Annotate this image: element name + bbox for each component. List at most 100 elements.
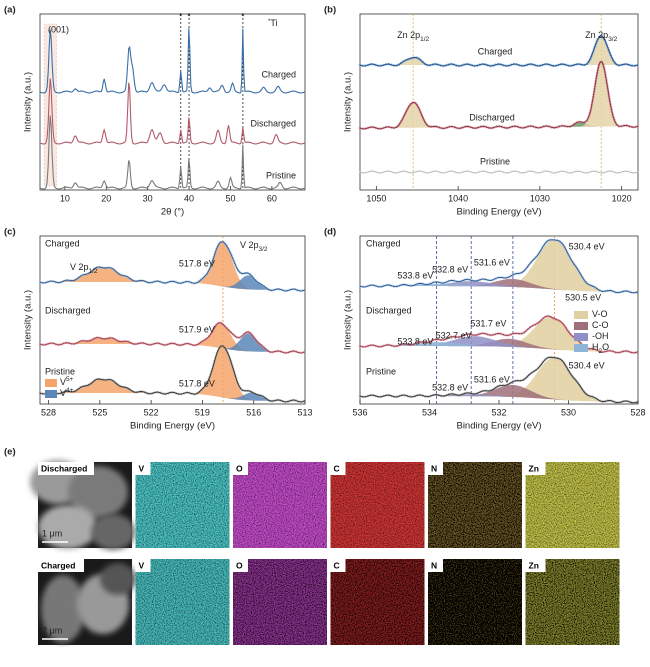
element-map	[135, 559, 230, 645]
peak-label: Zn 2p3/2	[585, 30, 617, 43]
x-axis-label: Binding Energy (eV)	[130, 421, 215, 432]
text-sub: 3/2	[259, 246, 268, 253]
fit-line	[39, 322, 306, 354]
energy-label: 531.6 eV	[474, 374, 510, 384]
legend-label: -OH	[592, 331, 609, 341]
fit-component	[360, 101, 638, 128]
tile-label-box	[38, 559, 84, 572]
x-tick-label: 20	[101, 193, 111, 203]
legend-label: V4+	[60, 387, 74, 398]
energy-label: 517.8 eV	[179, 258, 215, 268]
text-main: V 2p	[240, 240, 259, 250]
fit-component	[40, 275, 305, 290]
tile-label-box	[525, 462, 546, 475]
sem-particle	[38, 505, 98, 549]
trace-label: Pristine	[266, 170, 296, 180]
tile-label: O	[236, 463, 243, 473]
text-main: V-O	[592, 309, 608, 319]
y-axis-label: Intensity (a.u.)	[343, 72, 354, 132]
tile-label-box	[428, 559, 443, 572]
fit-line	[359, 315, 639, 354]
text-rest: O	[602, 342, 609, 352]
spectrum-points	[39, 115, 306, 190]
x-axis-label: 2θ (°)	[161, 207, 184, 218]
text-main: V	[60, 388, 66, 398]
text-sup: 5+	[66, 376, 74, 383]
x-tick-label: 30	[143, 193, 153, 203]
x-axis-label: Binding Energy (eV)	[456, 421, 541, 432]
tile-label: C	[334, 560, 340, 570]
legend-label: V5+	[60, 376, 74, 387]
text-sub: 3/2	[608, 36, 617, 43]
tile-label-box	[330, 559, 346, 572]
x-tick-label: 536	[352, 407, 367, 417]
panel-label: (a)	[4, 5, 16, 16]
text-main: C-O	[592, 320, 609, 330]
ti-mark: *	[241, 11, 245, 21]
energy-label: 517.8 eV	[179, 378, 215, 388]
energy-label: 533.8 eV	[397, 336, 433, 346]
ti-mark: *	[268, 19, 271, 25]
text-sub: 1/2	[89, 268, 98, 275]
fit-line	[39, 241, 306, 292]
tile-label-box	[233, 462, 248, 475]
fit-component	[40, 241, 305, 290]
x-tick-label: 534	[422, 407, 437, 417]
legend-swatch	[574, 344, 588, 352]
x-axis-label: Binding Energy (eV)	[456, 207, 541, 218]
tile-label: V	[139, 463, 145, 473]
element-map	[525, 462, 620, 548]
peak-label: V 2p3/2	[240, 240, 268, 253]
fit-component	[40, 379, 305, 401]
tile-label: Zn	[529, 560, 539, 570]
legend-swatch	[574, 322, 588, 330]
fit-component	[40, 323, 305, 352]
tile-label: O	[236, 560, 243, 570]
x-tick-label: 519	[195, 407, 210, 417]
x-tick-label: 1050	[366, 193, 386, 203]
energy-label: 532.8 eV	[432, 264, 468, 274]
scale-label: 2 μm	[42, 625, 62, 635]
element-map	[428, 462, 522, 548]
x-tick-label: 528	[630, 407, 645, 417]
trace-label: Pristine	[366, 366, 396, 376]
energy-label: 530.4 eV	[569, 241, 605, 251]
trace-label: Discharged	[366, 305, 412, 315]
fit-component	[360, 336, 638, 352]
energy-label: 533.8 eV	[397, 270, 433, 280]
fit-component	[360, 384, 638, 402]
fit-line	[359, 356, 639, 404]
element-map	[233, 462, 327, 548]
text-main: Zn 2p	[397, 30, 420, 40]
plot-frame	[39, 13, 306, 191]
legend-swatch	[574, 333, 588, 341]
tile-label-box	[428, 462, 443, 475]
text-main: H	[592, 342, 599, 352]
tile-label-box	[135, 462, 151, 475]
fit-line	[359, 35, 639, 67]
text-sub: 1/2	[420, 36, 429, 43]
x-tick-label: 522	[144, 407, 159, 417]
highlight-band	[43, 23, 57, 187]
trace-label: Charged	[261, 69, 296, 79]
tile-label-box	[135, 559, 151, 572]
y-axis-label: Intensity (a.u.)	[343, 290, 354, 350]
trace-label: Pristine	[45, 366, 75, 376]
sem-particle	[91, 514, 135, 550]
fit-line	[39, 345, 306, 403]
y-axis-label: Intensity (a.u.)	[23, 290, 34, 350]
peak-label: V 2p1/2	[70, 262, 98, 275]
energy-label: 530.5 eV	[565, 292, 601, 302]
spectrum-points	[39, 28, 306, 94]
element-map	[428, 559, 522, 645]
trace-label: Charged	[366, 238, 401, 248]
scale-label: 1 μm	[42, 528, 62, 538]
x-tick-label: 1040	[448, 193, 468, 203]
x-tick-label: 1030	[530, 193, 550, 203]
trace-label: Discharged	[469, 112, 515, 122]
energy-label: 530.4 eV	[569, 360, 605, 370]
spectrum-points	[38, 344, 307, 404]
x-tick-label: 525	[92, 407, 107, 417]
legend-label: V-O	[592, 309, 608, 319]
energy-label: 517.9 eV	[179, 324, 215, 334]
